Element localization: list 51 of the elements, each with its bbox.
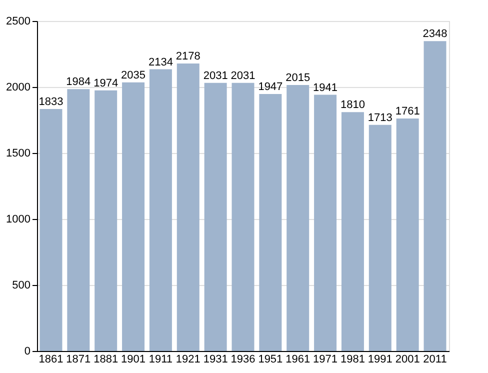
data-label: 2015 [286,72,310,84]
data-label: 2031 [230,70,256,82]
x-tick-label: 1881 [94,354,118,366]
x-tick-label: 1921 [176,354,200,366]
data-label: 1984 [66,76,91,88]
x-tick-label: 1951 [258,354,283,366]
y-tick-label: 500 [12,280,30,292]
data-label: 1761 [395,106,420,118]
x-tick-label: 1981 [340,354,365,366]
x-tick-label: 2001 [395,354,420,366]
y-tick-label: 1500 [6,148,30,160]
data-label: 2031 [203,70,228,82]
data-label: 2348 [422,28,448,40]
bar [259,94,282,351]
y-tick-label: 0 [24,346,30,358]
bar [314,94,337,351]
bar [67,89,90,351]
data-label: 2134 [148,56,173,68]
bar [368,124,392,351]
bar [286,85,310,351]
x-tick-label: 1861 [38,354,64,366]
data-label: 1713 [368,112,392,124]
y-tick-label: 1000 [6,214,30,226]
bar [396,118,419,351]
x-tick-label: 1991 [368,354,392,366]
y-tick-label: 2000 [6,82,30,94]
data-label: 1810 [340,99,365,112]
x-tick-label: 1871 [66,354,91,366]
bar [424,41,446,351]
bar [204,82,227,351]
bar [149,69,172,351]
data-label: 2178 [176,50,200,63]
data-label: 2035 [121,69,146,82]
bar [122,82,145,351]
x-tick-label: 1971 [313,354,338,366]
bar [94,90,118,351]
x-tick-label: 1911 [148,354,173,366]
x-tick-label: 1931 [203,354,228,366]
bar [40,109,62,351]
y-tick-label: 2500 [6,16,30,28]
x-tick-label: 1961 [286,354,310,366]
data-label: 1974 [94,77,118,90]
data-label: 1941 [313,82,338,94]
data-label: 1947 [258,80,283,93]
x-tick-label: 1901 [121,354,146,366]
bar [341,112,364,351]
bar [232,82,254,351]
data-label: 1833 [38,96,64,108]
x-tick-label: 1936 [230,354,256,366]
bar [176,64,200,351]
x-tick-label: 2011 [423,354,447,366]
